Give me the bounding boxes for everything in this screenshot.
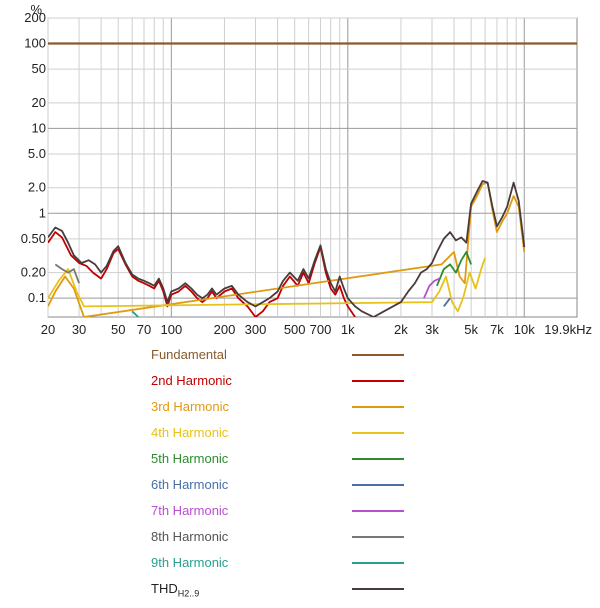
6th-harmonic-line xyxy=(443,297,451,307)
legend-swatch xyxy=(352,380,404,382)
x-tick-label: 2k xyxy=(394,322,408,337)
x-tick-label: 100 xyxy=(160,322,182,337)
legend-swatch xyxy=(352,562,404,564)
legend-swatch xyxy=(352,432,404,434)
y-tick-label: 1 xyxy=(39,205,46,220)
7th-harmonic-line xyxy=(423,277,440,299)
x-tick-label: 3k xyxy=(425,322,439,337)
thd-main: THD xyxy=(151,581,178,596)
legend-label: 8th Harmonic xyxy=(151,529,229,544)
legend-item: 3rd Harmonic xyxy=(0,394,600,420)
x-tick-label: 10k xyxy=(514,322,535,337)
y-tick-label: 2.0 xyxy=(28,180,46,195)
legend-item: 9th Harmonic xyxy=(0,550,600,576)
y-tick-label: 0.50 xyxy=(21,231,46,246)
y-tick-label: 100 xyxy=(24,36,46,51)
legend-label: 3rd Harmonic xyxy=(151,399,230,414)
thd-subscript: H2..9 xyxy=(177,588,200,599)
x-tick-label: 700 xyxy=(310,322,332,337)
legend-label: 5th Harmonic xyxy=(151,451,229,466)
x-tick-label: 500 xyxy=(284,322,306,337)
y-tick-label: 0.20 xyxy=(21,265,46,280)
legend-swatch xyxy=(352,510,404,512)
x-tick-label: 7k xyxy=(490,322,504,337)
legend-swatch xyxy=(352,354,404,356)
4th-harmonic-line xyxy=(48,257,486,313)
legend-item: 4th Harmonic xyxy=(0,420,600,446)
legend-label-thd: THDH2..9 xyxy=(151,576,199,607)
chart-axes: 200 100 50 20 10 5.0 2.0 1 0.50 0.20 0.1% 20 30 50 70 1… xyxy=(21,2,592,337)
y-tick-label: 0.1 xyxy=(28,290,46,305)
legend-label: 2nd Harmonic xyxy=(151,373,232,388)
legend-item: 8th Harmonic xyxy=(0,524,600,550)
x-tick-label: 300 xyxy=(245,322,267,337)
legend-swatch xyxy=(352,588,404,590)
y-tick-label: 5.0 xyxy=(28,146,46,161)
legend-swatch xyxy=(352,458,404,460)
legend-label: 9th Harmonic xyxy=(151,555,229,570)
x-tick-label: 1k xyxy=(341,322,355,337)
x-tick-label: 30 xyxy=(72,322,86,337)
x-tick-label: 50 xyxy=(111,322,125,337)
x-end-label: 19.9kHz xyxy=(544,322,592,337)
legend-item: 2nd Harmonic xyxy=(0,368,600,394)
y-tick-label: 200 xyxy=(24,10,46,25)
legend-swatch xyxy=(352,406,404,408)
9th-harmonic-line xyxy=(131,310,139,317)
legend-label: 7th Harmonic xyxy=(151,503,229,518)
thd-line xyxy=(48,180,526,317)
x-tick-label: 5k xyxy=(464,322,478,337)
legend-item: 7th Harmonic xyxy=(0,498,600,524)
legend-item: Fundamental xyxy=(0,342,600,368)
series-group xyxy=(48,42,577,317)
x-tick-label: 200 xyxy=(214,322,236,337)
x-tick-label: 20 xyxy=(41,322,55,337)
legend-item: THDH2..9 xyxy=(0,576,600,602)
legend-item: 5th Harmonic xyxy=(0,446,600,472)
y-unit-label: % xyxy=(30,2,42,17)
y-tick-label: 20 xyxy=(32,95,46,110)
legend-label: 4th Harmonic xyxy=(151,425,229,440)
y-tick-label: 10 xyxy=(32,120,46,135)
legend-item: 6th Harmonic xyxy=(0,472,600,498)
8th-harmonic-line xyxy=(54,263,80,284)
legend-swatch xyxy=(352,484,404,486)
legend-swatch xyxy=(352,536,404,538)
2nd-harmonic-line xyxy=(48,231,356,317)
5th-harmonic-line xyxy=(436,251,472,287)
legend-label: 6th Harmonic xyxy=(151,477,229,492)
x-tick-label: 70 xyxy=(137,322,151,337)
legend-label: Fundamental xyxy=(151,347,227,362)
chart-series xyxy=(48,42,577,317)
distortion-chart: 200 100 50 20 10 5.0 2.0 1 0.50 0.20 0.1% 20 30 50 70 1… xyxy=(21,2,592,337)
y-tick-label: 50 xyxy=(32,61,46,76)
